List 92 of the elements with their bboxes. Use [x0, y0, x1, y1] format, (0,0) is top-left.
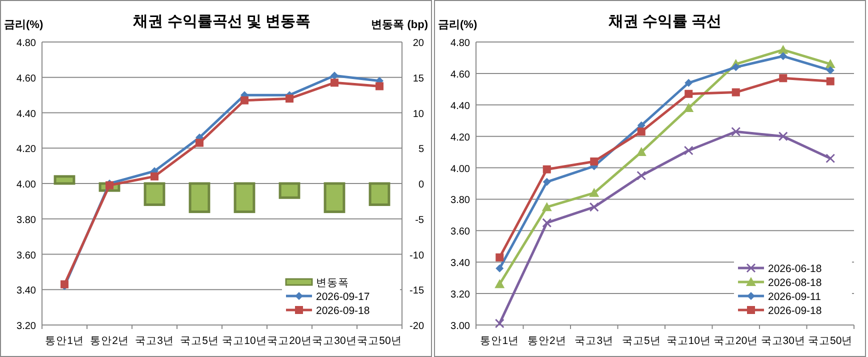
x-tick-label: 국고3년: [574, 335, 614, 347]
x-tick-label: 국고50년: [808, 335, 853, 347]
x-tick-label: 국고3년: [135, 335, 174, 347]
legend-label: 2026-06-18: [768, 263, 822, 275]
y-tick-label: 3.20: [450, 290, 470, 301]
point: [542, 202, 552, 212]
y2-tick-label: 20: [412, 38, 424, 49]
point: [330, 72, 338, 80]
x-tick-label: 국고5년: [180, 335, 219, 347]
y-tick-label: 3.40: [16, 286, 36, 297]
point: [826, 66, 834, 74]
point: [684, 78, 693, 87]
y-tick-label: 3.80: [16, 214, 36, 226]
x-tick-label: 국고20년: [714, 335, 758, 347]
y-tick-label: 4.20: [450, 132, 470, 144]
x-tick-label: 통안2년: [527, 335, 566, 347]
y-axis-title: 금리(%): [4, 19, 44, 31]
y2-axis-title: 변동폭 (bp): [371, 19, 428, 31]
y-tick-label: 4.00: [16, 180, 36, 190]
y-tick-label: 4.40: [450, 100, 470, 112]
y2-tick-label: 15: [412, 73, 424, 84]
x-tick-label: 통안2년: [90, 335, 129, 347]
y-tick-label: 4.80: [450, 38, 470, 49]
legend-label: 2026-08-18: [768, 277, 822, 289]
point: [330, 78, 338, 87]
point: [825, 59, 836, 68]
y-tick-label: 3.80: [450, 195, 470, 206]
x-tick-label: 국고50년: [357, 335, 402, 347]
x-tick-label: 국고10년: [666, 335, 711, 347]
y2-tick-label: 10: [412, 108, 424, 120]
y2-tick-label: -15: [410, 286, 424, 297]
x-tick-label: 국고30년: [312, 335, 357, 347]
y-tick-label: 3.40: [450, 258, 470, 270]
point: [150, 172, 158, 180]
point: [826, 77, 834, 86]
chart-title: 채권 수익률곡선 및 변동폭: [132, 13, 311, 30]
legend-label: 2026-09-18: [768, 305, 822, 317]
x-tick-label: 통안1년: [480, 335, 520, 347]
y-axis-title: 금리(%): [438, 19, 478, 31]
point: [589, 188, 600, 197]
x-tick-label: 국고5년: [622, 335, 661, 347]
y-tick-label: 3.20: [16, 321, 36, 332]
y2-tick-label: 0: [418, 180, 424, 190]
point: [779, 52, 788, 60]
point: [496, 264, 504, 272]
x-tick-label: 국고10년: [222, 335, 267, 347]
legend-label: 2026-09-11: [768, 291, 822, 303]
y2-tick-label: 5: [418, 144, 424, 156]
y-tick-label: 3.00: [450, 321, 470, 332]
y2-tick-label: -5: [415, 214, 424, 226]
point: [240, 96, 248, 104]
point: [732, 88, 740, 96]
point: [778, 132, 788, 142]
y-tick-label: 3.60: [16, 250, 36, 262]
y-tick-label: 3.60: [450, 226, 470, 238]
point: [684, 90, 693, 98]
point: [684, 146, 694, 156]
y-tick-label: 4.60: [16, 73, 36, 84]
point: [542, 165, 551, 174]
legend-label: 변동폭: [316, 277, 349, 289]
point: [684, 103, 694, 112]
y-tick-label: 4.40: [16, 108, 36, 120]
point: [590, 157, 598, 166]
point: [778, 44, 788, 54]
y-tick-label: 4.60: [450, 69, 470, 80]
point: [494, 279, 505, 288]
y2-tick-label: -20: [410, 321, 424, 332]
point: [494, 318, 504, 328]
point: [826, 154, 836, 164]
point: [376, 82, 384, 90]
y-tick-label: 4.20: [16, 144, 36, 156]
point: [637, 128, 646, 136]
point: [732, 63, 740, 72]
point: [286, 94, 294, 103]
x-tick-label: 국고30년: [760, 335, 806, 347]
point: [589, 202, 599, 212]
point: [636, 170, 646, 180]
point: [636, 147, 646, 156]
y-tick-label: 4.80: [16, 38, 36, 49]
point: [779, 74, 788, 82]
x-tick-label: 국고20년: [267, 335, 312, 347]
chart-title: 채권 수익률 곡선: [607, 13, 722, 30]
x-tick-label: 통안1년: [45, 335, 84, 347]
legend-label: 2026-09-17: [316, 291, 370, 303]
point: [496, 253, 504, 262]
point: [542, 178, 551, 186]
y-tick-label: 4.00: [450, 164, 470, 175]
legend-label: 2026-09-18: [316, 305, 370, 317]
point: [731, 126, 741, 136]
point: [542, 218, 552, 228]
y2-tick-label: -10: [410, 250, 424, 262]
point: [196, 138, 204, 147]
